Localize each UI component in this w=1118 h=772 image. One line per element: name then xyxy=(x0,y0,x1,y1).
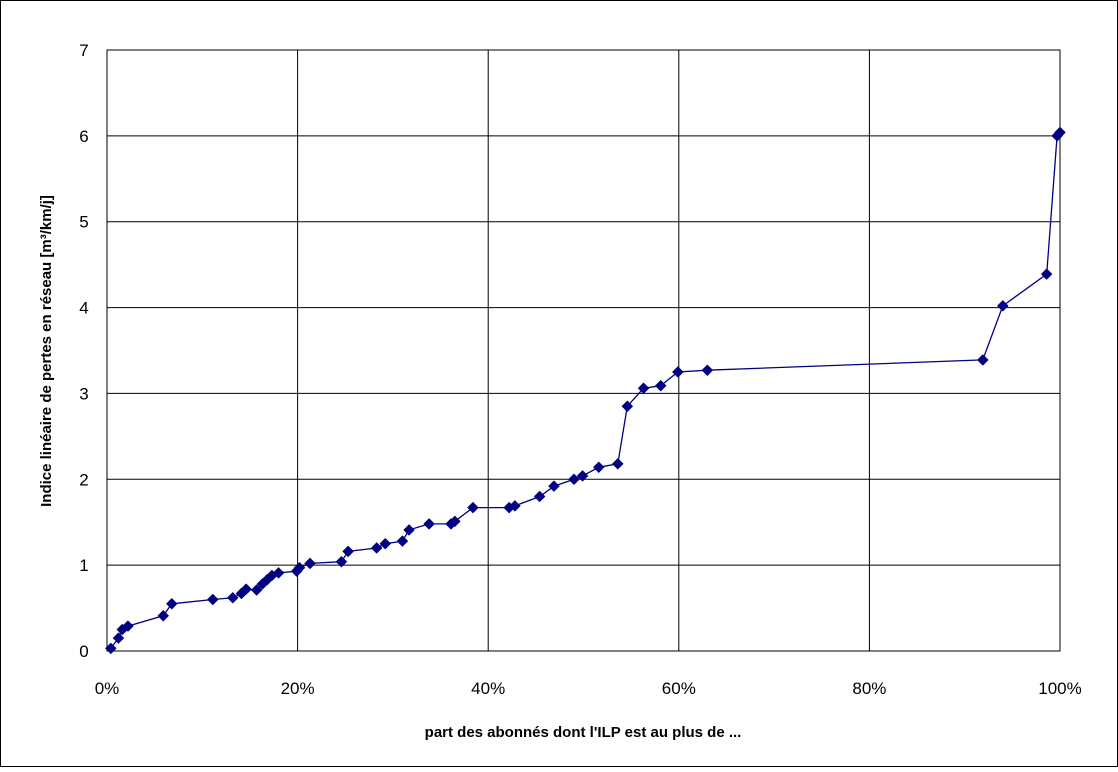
data-point xyxy=(1040,268,1053,280)
x-tick-label: 40% xyxy=(471,679,505,698)
data-point xyxy=(654,379,667,392)
plot-area xyxy=(106,49,1061,652)
data-point xyxy=(548,480,560,493)
data-point xyxy=(396,535,409,547)
data-point xyxy=(370,542,383,554)
data-point xyxy=(637,382,650,395)
data-point xyxy=(671,366,684,378)
x-tick-label: 20% xyxy=(281,679,315,698)
data-point xyxy=(403,524,415,536)
data-point xyxy=(701,364,714,377)
x-tick-label: 100% xyxy=(1038,679,1081,698)
data-point xyxy=(342,545,354,558)
data-point xyxy=(304,557,316,570)
data-point xyxy=(592,461,605,474)
data-point xyxy=(157,609,170,622)
data-point xyxy=(250,584,263,596)
data-point xyxy=(533,490,546,503)
data-point xyxy=(165,597,178,610)
x-tick-label: 0% xyxy=(95,679,120,698)
data-point xyxy=(272,567,285,579)
data-point xyxy=(976,354,989,366)
y-axis-title: Indice linéaire de pertes en réseau [m³/… xyxy=(38,195,55,507)
x-tick-label: 60% xyxy=(662,679,696,698)
data-point xyxy=(240,583,252,596)
y-tick-label: 5 xyxy=(79,213,88,232)
data-point xyxy=(509,500,521,512)
data-point xyxy=(576,469,589,482)
y-tick-label: 7 xyxy=(79,41,88,60)
data-point xyxy=(611,457,624,470)
y-tick-label: 4 xyxy=(79,299,88,318)
data-point xyxy=(448,515,461,528)
y-tick-label: 2 xyxy=(79,470,88,489)
data-point xyxy=(467,501,479,514)
series-layer xyxy=(104,126,1066,655)
data-point xyxy=(335,555,348,568)
data-point xyxy=(568,473,580,486)
data-point xyxy=(621,400,634,413)
y-tick-label: 1 xyxy=(79,556,88,575)
y-tick-label: 6 xyxy=(79,127,88,146)
data-point xyxy=(996,300,1009,312)
data-point xyxy=(293,561,306,574)
data-point xyxy=(226,591,239,604)
data-point xyxy=(206,593,219,606)
x-axis-title: part des abonnés dont l'ILP est au plus … xyxy=(425,724,742,741)
x-tick-label: 80% xyxy=(852,679,886,698)
data-point xyxy=(1054,126,1066,139)
data-point xyxy=(423,518,435,530)
series-line xyxy=(110,131,1061,649)
y-tick-labels: 0 1 2 3 4 5 6 7 xyxy=(79,41,88,661)
data-point xyxy=(122,620,134,632)
data-point xyxy=(104,642,117,655)
data-point xyxy=(112,632,125,644)
y-tick-label: 3 xyxy=(79,384,88,403)
x-tick-labels: 0% 20% 40% 60% 80% 100% xyxy=(95,679,1082,698)
y-tick-label: 0 xyxy=(79,642,88,661)
data-point xyxy=(379,537,392,550)
